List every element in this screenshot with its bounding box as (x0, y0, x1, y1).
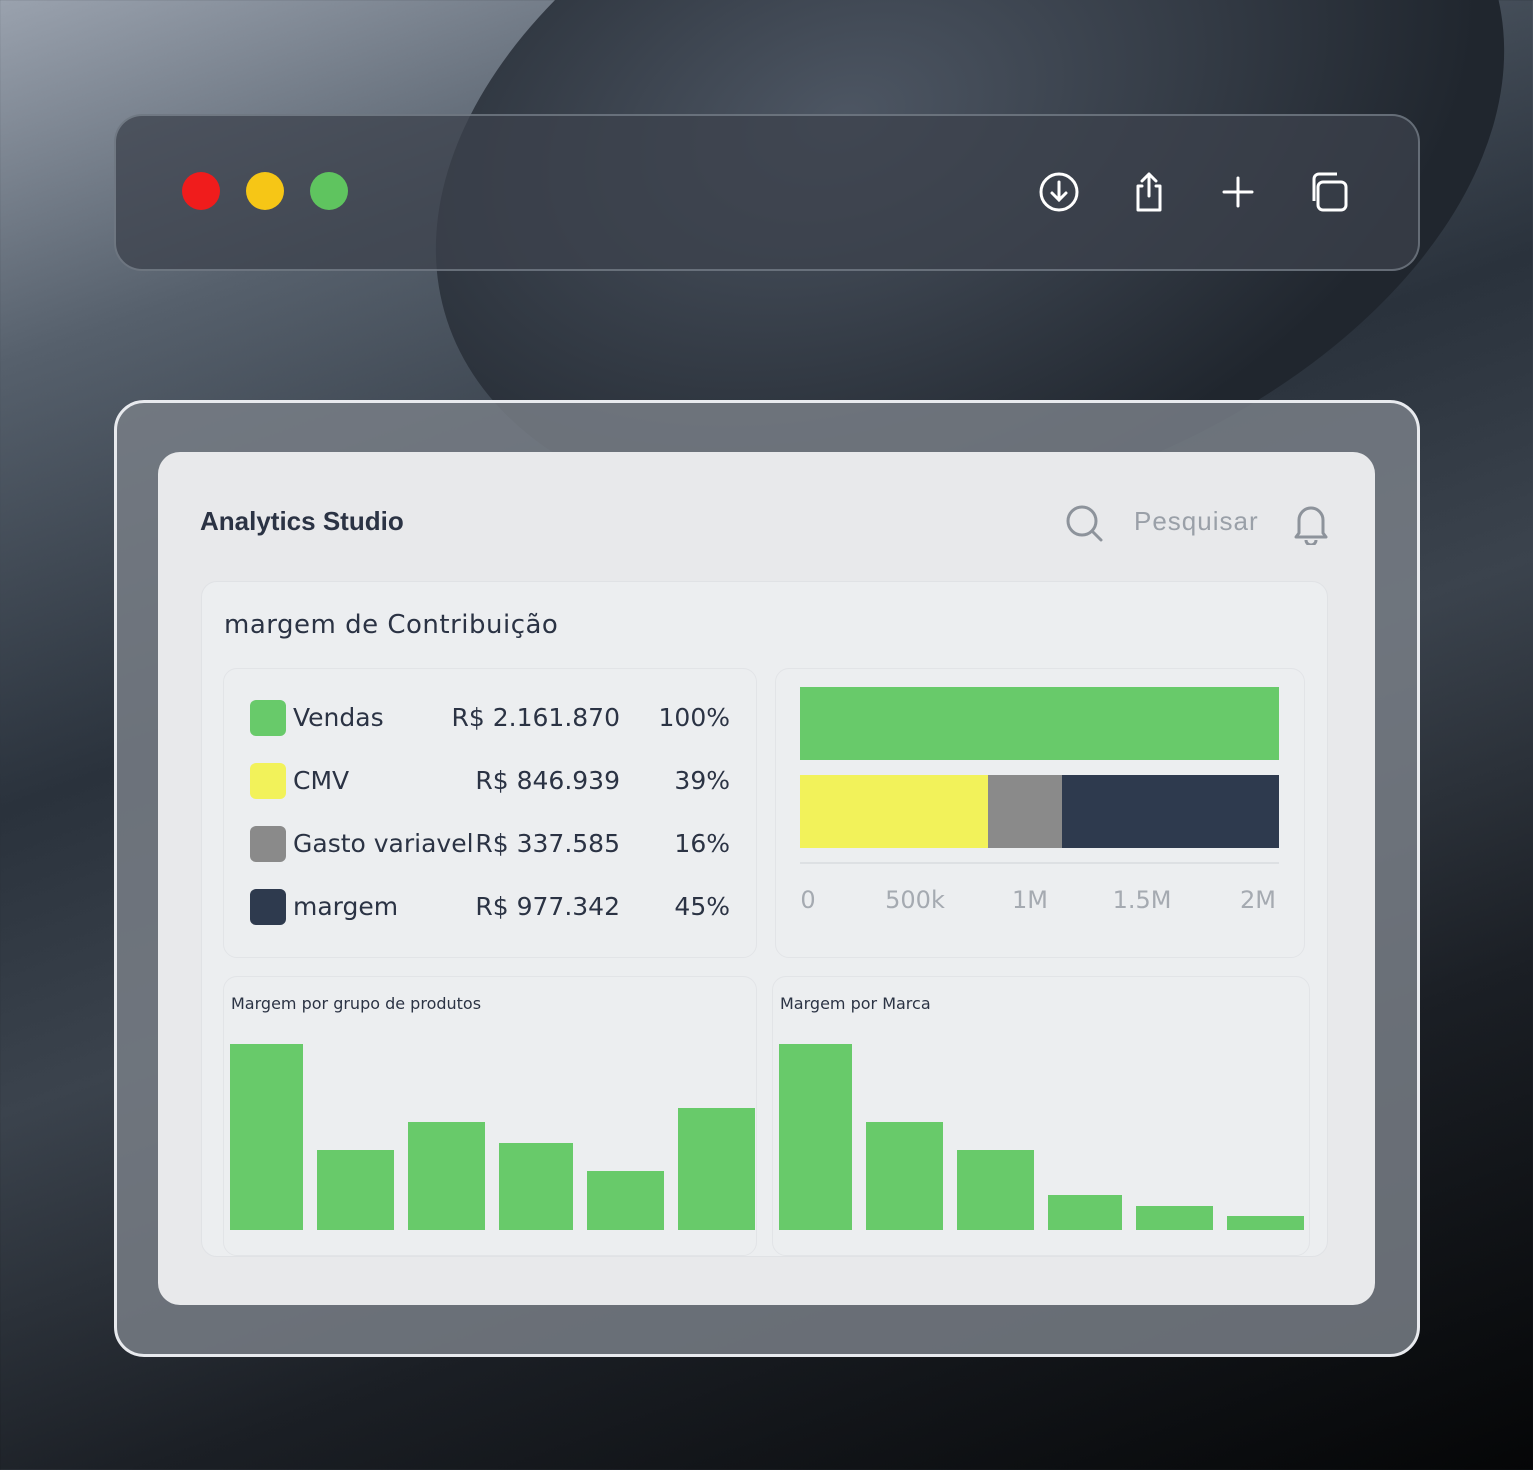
bar (678, 1108, 755, 1230)
bar (230, 1044, 303, 1230)
legend-row: CMV R$ 846.939 39% (250, 763, 730, 799)
legend-percent: 39% (674, 766, 730, 795)
bar (587, 1171, 664, 1230)
legend-label: Vendas (293, 703, 384, 732)
maximize-button[interactable] (310, 172, 348, 210)
panel-title: margem de Contribuição (224, 610, 559, 640)
x-tick-label: 1.5M (1112, 886, 1172, 914)
stacked-bar-segment (987, 775, 1063, 848)
legend-label: Gasto variavel (293, 829, 474, 858)
stacked-bar-segment (800, 775, 988, 848)
chart-box-brand (772, 976, 1310, 1256)
bar (499, 1143, 573, 1230)
legend-value: R$ 2.161.870 (451, 703, 620, 732)
bell-icon[interactable] (1291, 501, 1331, 545)
search-icon[interactable] (1064, 503, 1104, 543)
bar (957, 1150, 1034, 1230)
bar (1048, 1195, 1122, 1230)
x-tick-label: 500k (885, 886, 945, 914)
legend-value: R$ 337.585 (475, 829, 620, 858)
x-tick-label: 2M (1240, 886, 1276, 914)
legend-swatch (250, 700, 286, 736)
x-tick-label: 1M (1012, 886, 1048, 914)
legend-value: R$ 977.342 (475, 892, 620, 921)
copy-icon[interactable] (1306, 170, 1350, 214)
legend-label: margem (293, 892, 399, 921)
legend-percent: 100% (658, 703, 730, 732)
stacked-bar-segment (1062, 775, 1279, 848)
legend-percent: 45% (674, 892, 730, 921)
legend-swatch (250, 763, 286, 799)
legend-table (223, 668, 757, 958)
legend-row: margem R$ 977.342 45% (250, 889, 730, 925)
plus-icon[interactable] (1216, 170, 1260, 214)
x-tick-label: 0 (800, 886, 816, 914)
bar (1227, 1216, 1304, 1230)
chart-title: Margem por grupo de produtos (231, 994, 482, 1013)
chart-box-product-group (223, 976, 757, 1256)
download-icon[interactable] (1037, 170, 1081, 214)
bar (866, 1122, 943, 1230)
stacked-bar-segment (800, 687, 1279, 760)
share-icon[interactable] (1127, 170, 1171, 214)
bar (408, 1122, 485, 1230)
chart-title: Margem por Marca (780, 994, 931, 1013)
minimize-button[interactable] (246, 172, 284, 210)
bar (317, 1150, 394, 1230)
legend-row: Vendas R$ 2.161.870 100% (250, 700, 730, 736)
legend-value: R$ 846.939 (475, 766, 620, 795)
legend-row: Gasto variavel R$ 337.585 16% (250, 826, 730, 862)
legend-label: CMV (293, 766, 350, 795)
legend-percent: 16% (674, 829, 730, 858)
close-button[interactable] (182, 172, 220, 210)
bar (779, 1044, 852, 1230)
search-input[interactable]: Pesquisar (1134, 506, 1259, 536)
axis-line (800, 862, 1279, 864)
app-title: Analytics Studio (200, 506, 404, 536)
legend-swatch (250, 889, 286, 925)
legend-swatch (250, 826, 286, 862)
bar (1136, 1206, 1213, 1230)
